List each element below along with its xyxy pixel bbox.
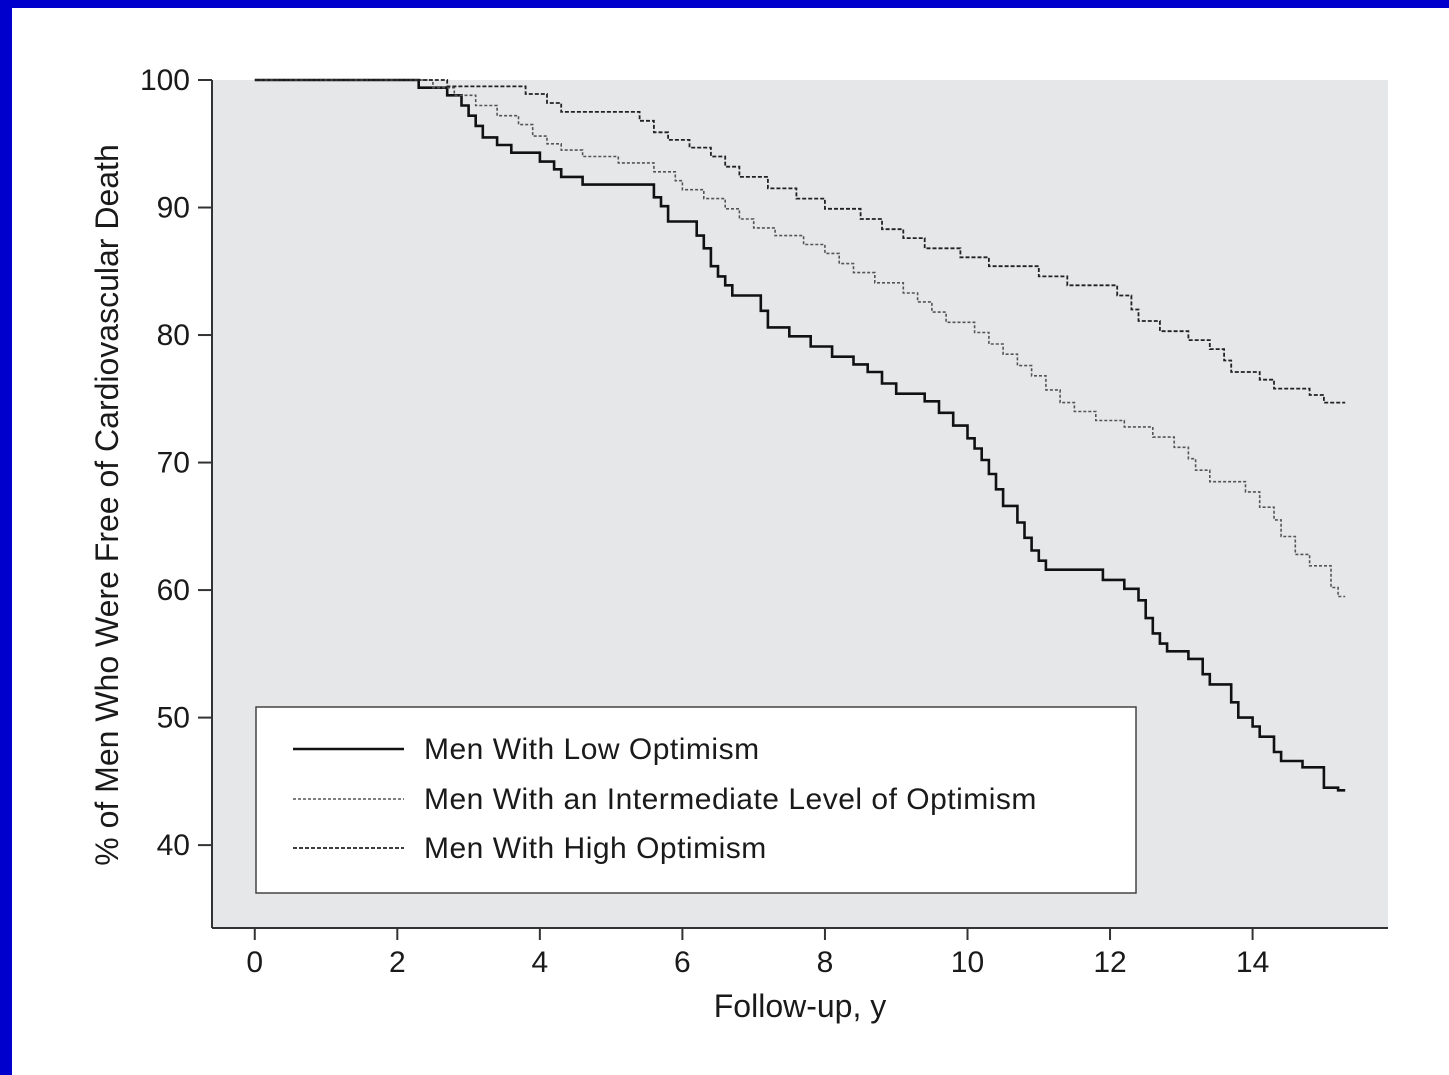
series-layer	[254, 78, 1346, 792]
legend: Men With Low Optimism Men With an Interm…	[255, 706, 1137, 894]
y-axis-label: % of Men Who Were Free of Cardiovascular…	[89, 144, 125, 865]
y-tick-label: 60	[157, 574, 190, 607]
x-tick-label: 0	[246, 946, 263, 979]
y-tick-label: 100	[140, 64, 190, 97]
legend-label-low: Men With Low Optimism	[424, 733, 760, 766]
axes: 40 50 60 70 80 90 100 0 2 4 6 8 10 12 14	[140, 64, 1388, 979]
x-tick-label: 8	[817, 946, 834, 979]
y-tick-label: 90	[157, 192, 190, 225]
legend-box	[255, 706, 1137, 894]
series-line-low-optimism	[254, 78, 1346, 792]
y-tick-label: 40	[157, 829, 190, 862]
y-tick-label: 70	[157, 447, 190, 480]
x-tick-label: 2	[389, 946, 406, 979]
x-tick-label: 6	[674, 946, 691, 979]
series-line-intermediate-optimism	[254, 79, 1346, 598]
y-tick-label: 50	[157, 702, 190, 735]
x-tick-label: 14	[1236, 946, 1269, 979]
y-tick-label: 80	[157, 319, 190, 352]
legend-label-intermediate: Men With an Intermediate Level of Optimi…	[424, 783, 1037, 816]
x-tick-label: 4	[532, 946, 549, 979]
x-tick-label: 12	[1093, 946, 1126, 979]
series-line-high-optimism	[254, 79, 1346, 404]
x-axis-label: Follow-up, y	[714, 988, 887, 1024]
legend-label-high: Men With High Optimism	[424, 832, 767, 865]
x-tick-label: 10	[951, 946, 984, 979]
